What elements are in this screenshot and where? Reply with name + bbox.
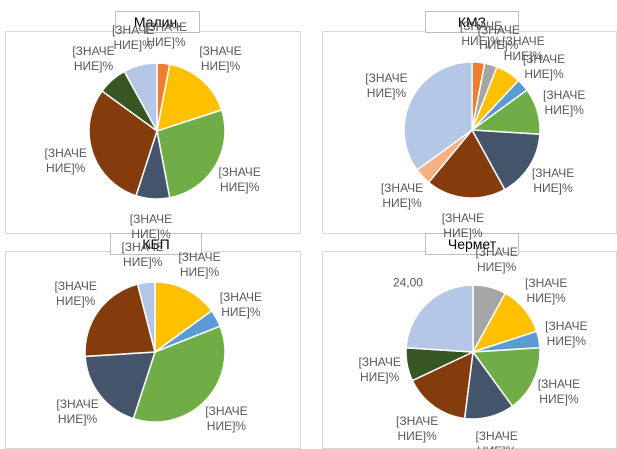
pie-slice xyxy=(411,350,474,420)
data-label: [ЗНАЧЕНИЕ]% xyxy=(205,404,248,434)
pie-slice xyxy=(471,346,541,408)
pie-slice xyxy=(405,284,474,353)
data-label: [ЗНАЧЕНИЕ]% xyxy=(111,23,155,53)
data-label: [ЗНАЧЕНИЕ]% xyxy=(54,279,97,309)
pie-slice xyxy=(427,128,506,199)
data-label: [ЗНАЧЕНИЕ]% xyxy=(129,211,173,241)
data-label: [ЗНАЧЕНИЕ]% xyxy=(477,22,520,52)
data-label: [ЗНАЧЕНИЕ]% xyxy=(72,43,115,73)
data-label: [ЗНАЧЕНИЕ]% xyxy=(121,239,164,269)
data-label: [ЗНАЧЕНИЕ]% xyxy=(218,164,261,194)
pie-slice xyxy=(88,89,158,197)
pie-slice xyxy=(123,62,158,132)
data-label: [ЗНАЧЕНИЕ]% xyxy=(522,51,566,81)
data-label: [ЗНАЧЕНИЕ]% xyxy=(44,145,87,175)
data-label: [ЗНАЧЕНИЕ]% xyxy=(199,43,242,73)
pie-slice xyxy=(84,351,157,420)
data-label: [ЗНАЧЕНИЕ]% xyxy=(365,71,408,101)
pie-slice xyxy=(84,283,156,358)
pie-slice xyxy=(132,325,226,423)
pie-slice xyxy=(136,281,156,353)
data-label: [ЗНАЧЕНИЕ]% xyxy=(459,19,503,49)
chart-title: КБП xyxy=(110,233,202,255)
data-label: [ЗНАЧЕНИЕ]% xyxy=(358,354,401,384)
data-label: [ЗНАЧЕНИЕ]% xyxy=(56,397,99,427)
pie-slice xyxy=(156,63,223,133)
data-label: [ЗНАЧЕНИЕ]% xyxy=(475,244,518,274)
chart-title: Малин. xyxy=(115,11,200,33)
data-label: [ЗНАЧЕНИЕ]% xyxy=(475,429,518,449)
data-label: [ЗНАЧЕНИЕ]% xyxy=(441,210,485,240)
data-label: [ЗНАЧЕНИЕ]% xyxy=(144,20,188,50)
data-label: [ЗНАЧЕНИЕ]% xyxy=(537,377,581,407)
pie-slice xyxy=(154,281,213,354)
data-label: 24,00 xyxy=(392,275,423,290)
pie-slice xyxy=(470,129,541,191)
data-label: [ЗНАЧЕНИЕ]% xyxy=(178,249,221,279)
data-label: [ЗНАЧЕНИЕ]% xyxy=(502,33,545,63)
data-label: [ЗНАЧЕНИЕ]% xyxy=(531,166,575,196)
data-label: [ЗНАЧЕНИЕ]% xyxy=(380,180,424,210)
data-label: [ЗНАЧЕНИЕ]% xyxy=(525,276,568,306)
pie-slice xyxy=(403,61,473,172)
chart-title: КМЗ xyxy=(425,11,519,33)
data-label: [ЗНАЧЕНИЕ]% xyxy=(395,413,439,443)
data-label: [ЗНАЧЕНИЕ]% xyxy=(545,319,588,349)
data-label: [ЗНАЧЕНИЕ]% xyxy=(219,289,263,319)
chart-title: Чермет xyxy=(425,233,519,255)
data-label: [ЗНАЧЕНИЕ]% xyxy=(543,88,586,118)
pie-slice xyxy=(156,109,226,199)
